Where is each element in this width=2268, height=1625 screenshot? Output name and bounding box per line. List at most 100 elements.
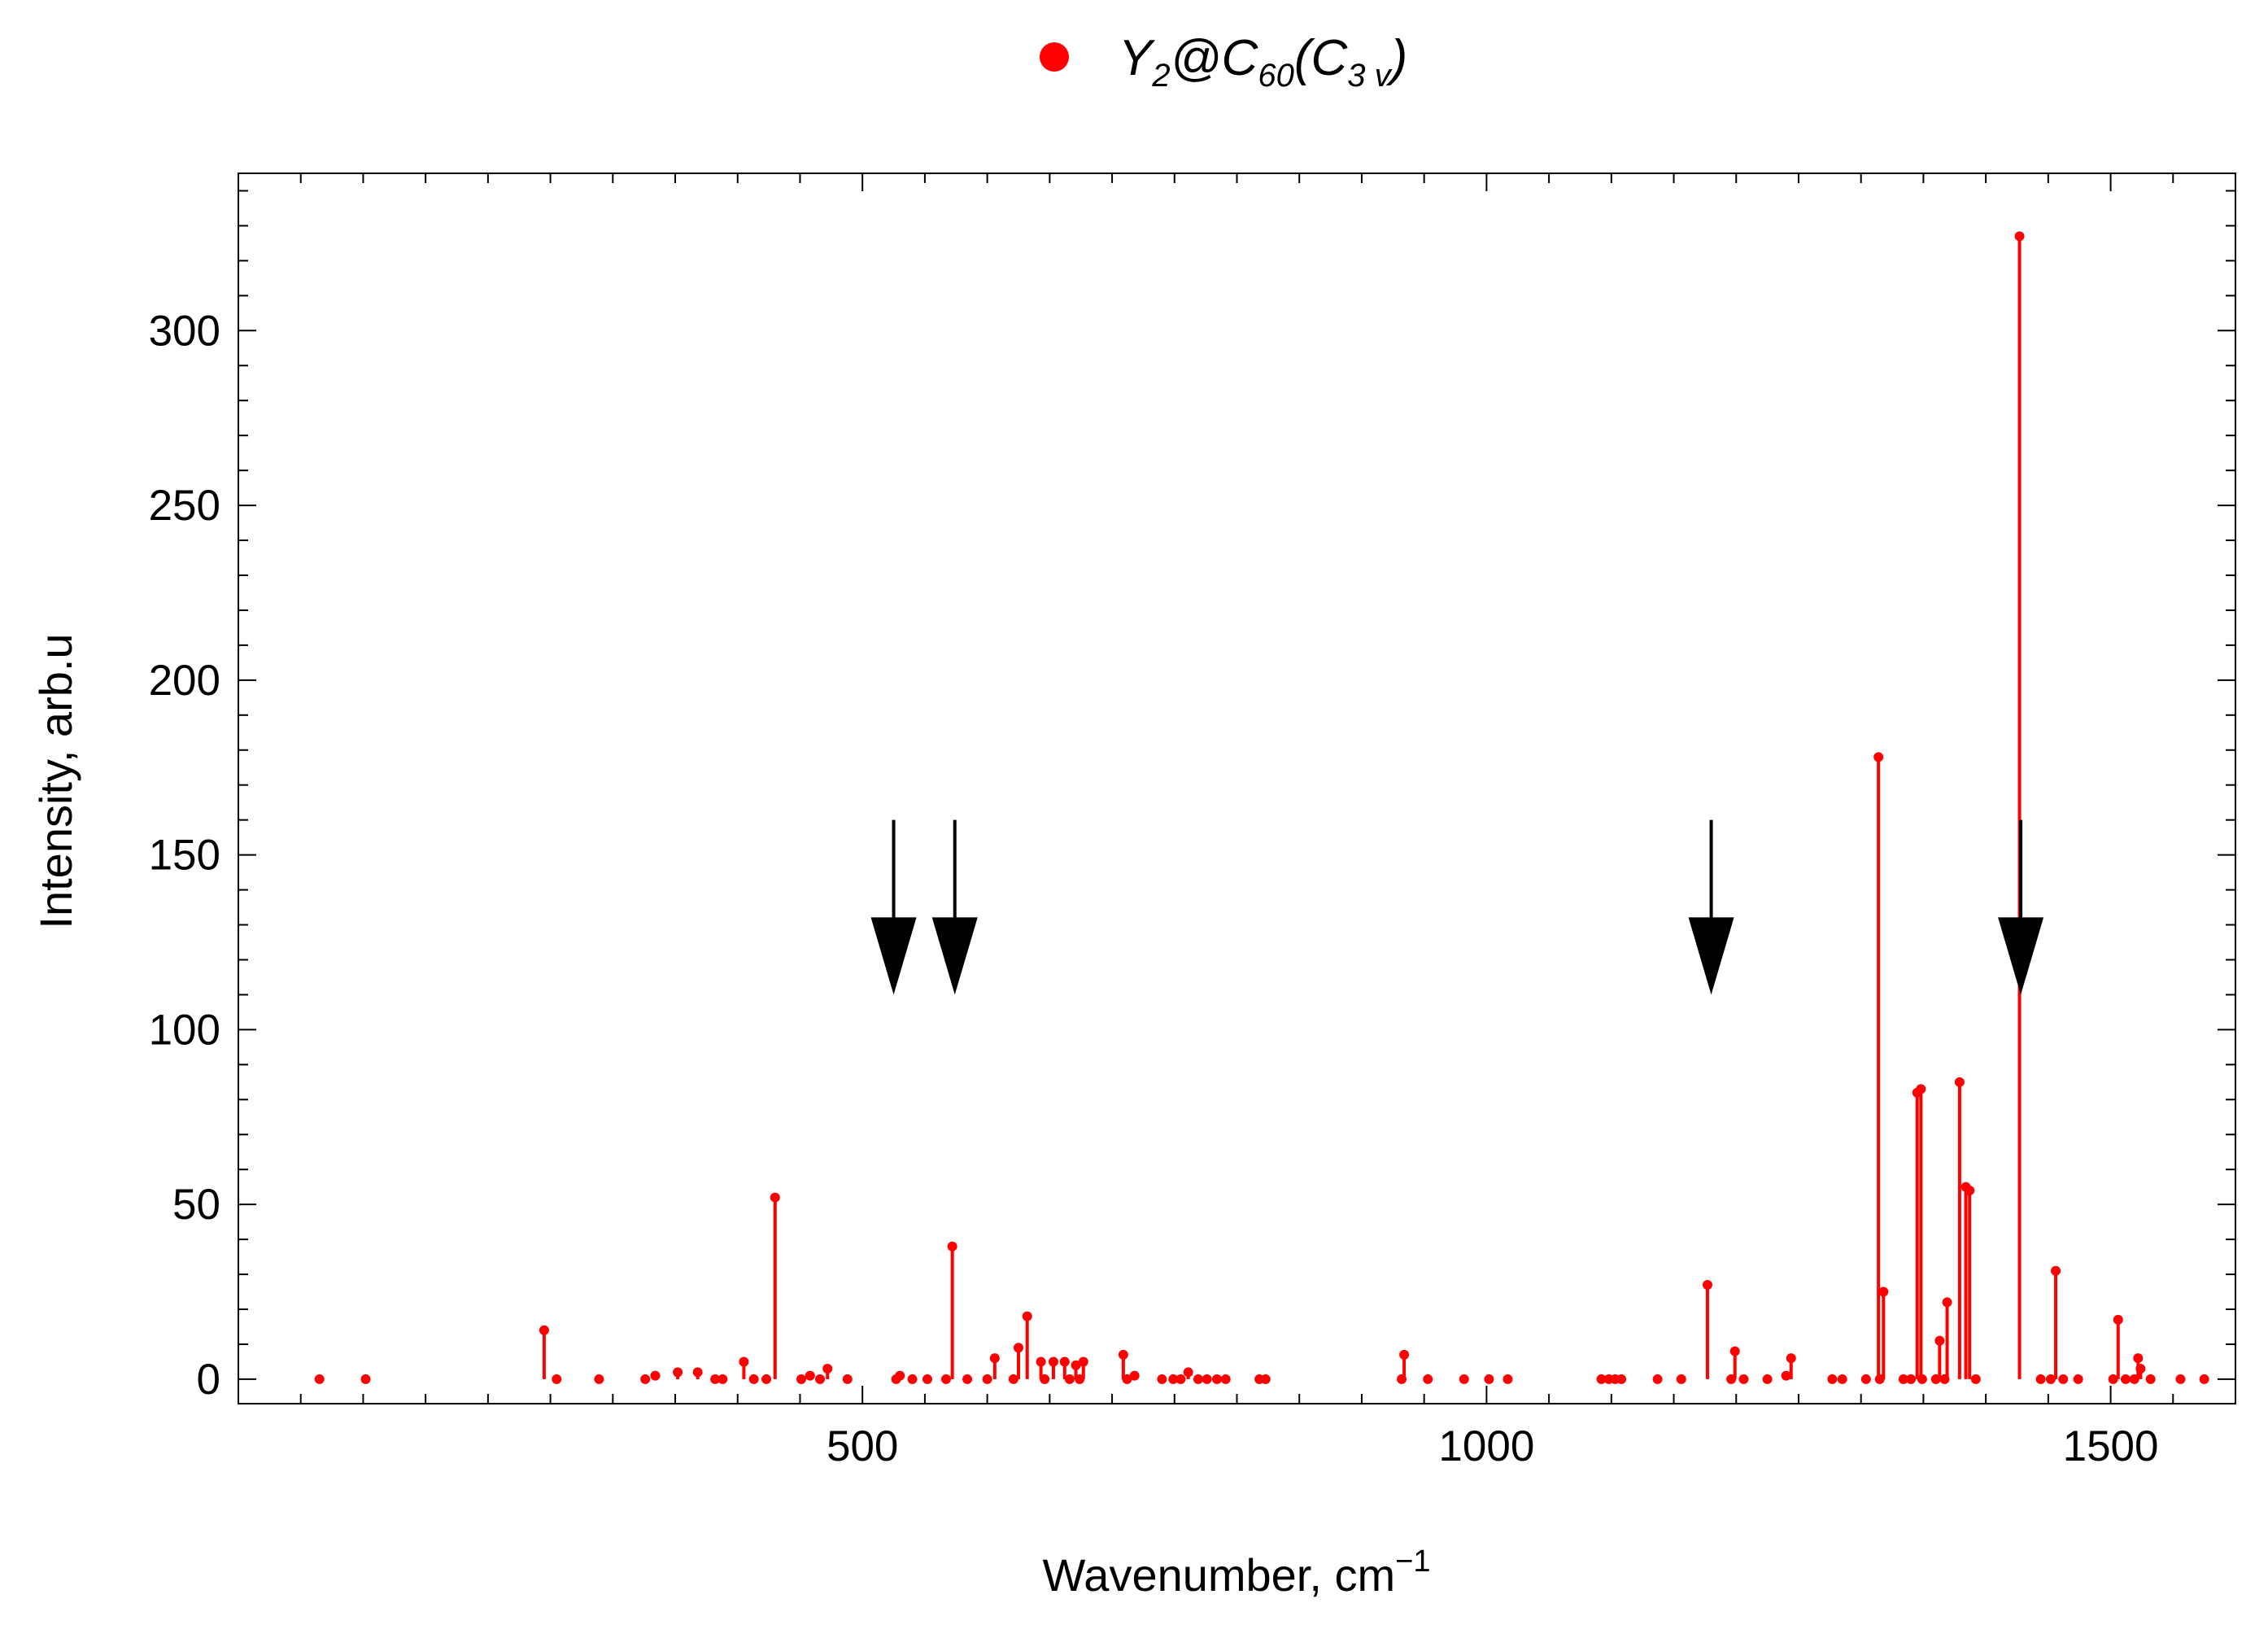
major-ticks [238,173,2235,1404]
data-point [692,1367,703,1378]
data-point [1078,1356,1088,1367]
data-point [2135,1364,2146,1374]
series [314,231,2209,1384]
annotation-arrows [870,819,2044,995]
data-point [1484,1374,1494,1384]
data-point [552,1374,562,1384]
data-point [1459,1374,1469,1384]
data-point [1183,1367,1193,1378]
data-point [2045,1374,2056,1384]
data-point [2175,1374,2186,1384]
data-point [1399,1349,1410,1360]
data-point [1786,1353,1796,1364]
data-point [1898,1374,1908,1384]
data-point [2113,1314,2123,1325]
data-point [360,1374,371,1384]
data-point [770,1192,780,1203]
data-point [1423,1374,1433,1384]
x-axis-title: Wavenumber, cm−1 [1043,1544,1431,1601]
data-point [1040,1374,1050,1384]
data-point [717,1374,728,1384]
data-point [1059,1356,1070,1367]
data-point [1878,1286,1889,1297]
data-point [1220,1374,1231,1384]
data-point [2120,1374,2131,1384]
data-point [1202,1374,1212,1384]
data-point [982,1374,992,1384]
data-point [1503,1374,1513,1384]
data-point [1729,1346,1740,1356]
data-point [2073,1374,2083,1384]
data-point [2014,231,2025,242]
data-point [748,1374,759,1384]
data-point [907,1374,918,1384]
data-point [1616,1374,1627,1384]
legend: Y2@C60(C3 v) [1040,30,1407,94]
data-point [2051,1265,2061,1276]
data-point [1211,1374,1222,1384]
data-point [2108,1374,2118,1384]
data-point [1934,1335,1945,1346]
data-point [1048,1356,1058,1367]
data-point [1596,1374,1607,1384]
arrow-head [1998,917,2044,995]
data-point [947,1241,957,1252]
data-point [1827,1374,1838,1384]
data-point [650,1370,661,1381]
data-point [1652,1374,1663,1384]
tick-labels: 500 1000 1500 0 50 100 150 200 250 300 [149,307,2159,1470]
data-point [2035,1374,2046,1384]
data-point [1157,1374,1167,1384]
data-point [796,1374,807,1384]
data-point [1064,1374,1075,1384]
data-point [1954,1077,1965,1087]
data-point [1970,1374,1981,1384]
data-point [1036,1356,1046,1367]
data-point [594,1374,604,1384]
data-point [1917,1374,1927,1384]
x-tick-label: 500 [827,1422,898,1470]
data-point [673,1367,683,1378]
data-point [640,1374,651,1384]
data-point [2133,1353,2144,1364]
data-point [1193,1374,1203,1384]
data-point [842,1374,853,1384]
y-tick-label: 150 [149,832,220,880]
data-point [1175,1374,1186,1384]
data-point [1122,1374,1132,1384]
x-tick-label: 1500 [2063,1422,2159,1470]
data-point [1906,1374,1917,1384]
data-point [1118,1349,1128,1360]
data-point [1071,1360,1081,1370]
data-point [1013,1343,1023,1353]
data-point [1965,1185,1975,1195]
data-point [895,1370,905,1381]
data-point [805,1370,815,1381]
data-point [710,1374,721,1384]
data-point [1942,1297,1952,1308]
data-point [1168,1374,1179,1384]
data-point [2199,1374,2209,1384]
data-point [1837,1374,1847,1384]
y-tick-label: 50 [172,1181,220,1229]
data-point [989,1353,1000,1364]
data-point [1702,1279,1712,1290]
minor-ticks [238,173,2235,1404]
data-point [1738,1374,1749,1384]
data-point [739,1356,749,1367]
data-point [822,1364,833,1374]
arrow-head [870,917,917,995]
data-point [1860,1374,1871,1384]
data-point [761,1374,772,1384]
legend-label: Y2@C60(C3 v) [1119,30,1407,94]
data-point [1781,1370,1791,1381]
data-point [1260,1374,1271,1384]
y-tick-label: 0 [197,1356,220,1404]
arrow-head [1688,917,1734,995]
data-point [1008,1374,1018,1384]
y-axis-title: Intensity, arb.u [30,633,81,928]
data-point [2145,1374,2156,1384]
data-point [1873,752,1884,762]
data-point [1916,1084,1926,1094]
